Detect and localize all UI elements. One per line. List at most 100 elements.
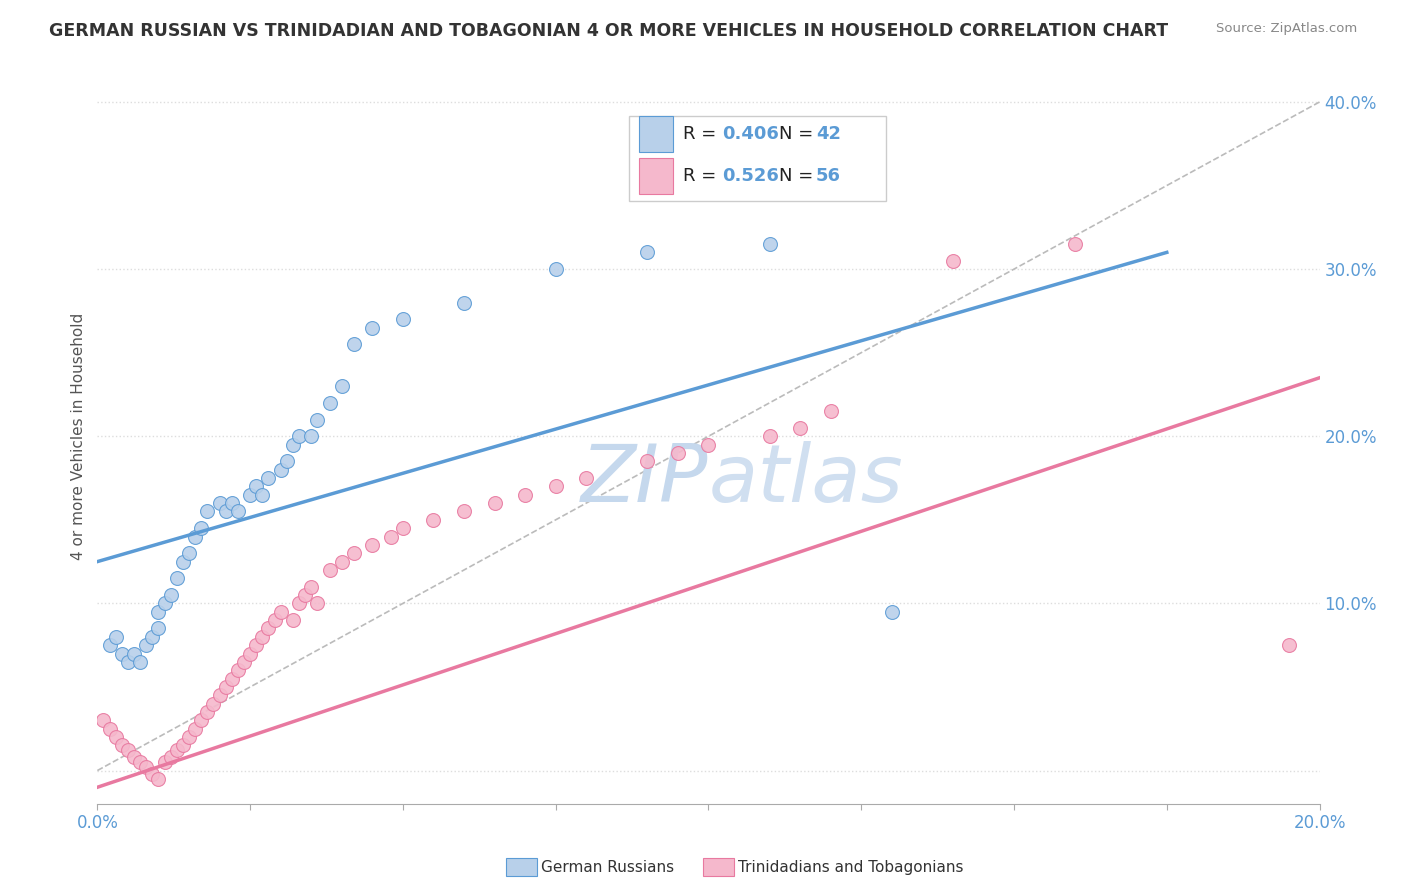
Point bbox=[177, 546, 200, 560]
Point bbox=[215, 680, 238, 694]
Point bbox=[221, 496, 243, 510]
Point bbox=[195, 705, 218, 719]
Point bbox=[343, 546, 366, 560]
Point bbox=[252, 630, 274, 644]
Point bbox=[159, 588, 181, 602]
Point bbox=[318, 563, 340, 577]
Point bbox=[257, 622, 280, 636]
Point bbox=[820, 404, 842, 418]
Point bbox=[544, 262, 567, 277]
Point bbox=[172, 739, 194, 753]
Point bbox=[299, 580, 322, 594]
Point bbox=[239, 488, 262, 502]
Point bbox=[190, 521, 212, 535]
Point bbox=[392, 312, 415, 326]
Point bbox=[880, 605, 903, 619]
Point bbox=[276, 454, 298, 468]
Point bbox=[299, 429, 322, 443]
Point bbox=[184, 530, 207, 544]
Point bbox=[513, 488, 536, 502]
Point bbox=[129, 655, 152, 669]
Point bbox=[104, 630, 127, 644]
Point bbox=[245, 479, 267, 493]
Point bbox=[202, 697, 225, 711]
Point bbox=[392, 521, 415, 535]
Point bbox=[177, 730, 200, 744]
Point bbox=[141, 767, 163, 781]
Point bbox=[190, 714, 212, 728]
Point bbox=[195, 504, 218, 518]
Point bbox=[453, 295, 475, 310]
Point bbox=[307, 596, 329, 610]
Point bbox=[263, 613, 285, 627]
Point bbox=[758, 429, 780, 443]
Point bbox=[294, 588, 316, 602]
Point bbox=[697, 437, 720, 451]
Point bbox=[122, 750, 145, 764]
Point bbox=[166, 571, 188, 585]
Point bbox=[318, 396, 340, 410]
Text: 0.406: 0.406 bbox=[721, 125, 779, 143]
Y-axis label: 4 or more Vehicles in Household: 4 or more Vehicles in Household bbox=[72, 312, 86, 560]
Point bbox=[281, 613, 304, 627]
Point bbox=[575, 471, 598, 485]
Point bbox=[98, 722, 121, 736]
Point bbox=[221, 672, 243, 686]
Point bbox=[122, 647, 145, 661]
Point bbox=[257, 471, 280, 485]
Point bbox=[307, 412, 329, 426]
Point bbox=[484, 496, 506, 510]
Point bbox=[226, 504, 249, 518]
FancyBboxPatch shape bbox=[628, 116, 886, 201]
Text: R =: R = bbox=[683, 167, 721, 185]
Point bbox=[245, 638, 267, 652]
Point bbox=[135, 638, 157, 652]
Point bbox=[141, 630, 163, 644]
Text: N =: N = bbox=[779, 167, 820, 185]
Point bbox=[184, 722, 207, 736]
Point bbox=[789, 421, 811, 435]
Point bbox=[153, 596, 176, 610]
Point bbox=[117, 655, 139, 669]
Point bbox=[226, 663, 249, 677]
Point bbox=[942, 253, 965, 268]
Text: German Russians: German Russians bbox=[541, 860, 675, 874]
Point bbox=[636, 245, 658, 260]
Point bbox=[361, 538, 384, 552]
Point bbox=[117, 743, 139, 757]
Point bbox=[288, 429, 311, 443]
Text: R =: R = bbox=[683, 125, 721, 143]
Point bbox=[361, 320, 384, 334]
Point bbox=[544, 479, 567, 493]
Point bbox=[453, 504, 475, 518]
Point bbox=[288, 596, 311, 610]
Point bbox=[135, 760, 157, 774]
Point bbox=[93, 714, 115, 728]
Point bbox=[215, 504, 238, 518]
Point bbox=[758, 237, 780, 252]
Point bbox=[422, 513, 444, 527]
Point bbox=[111, 647, 134, 661]
Text: ZIP: ZIP bbox=[581, 442, 709, 519]
Text: 42: 42 bbox=[815, 125, 841, 143]
Point bbox=[281, 437, 304, 451]
Point bbox=[148, 605, 170, 619]
Point bbox=[1278, 638, 1301, 652]
Point bbox=[208, 496, 231, 510]
Point bbox=[98, 638, 121, 652]
FancyBboxPatch shape bbox=[638, 158, 673, 194]
Point bbox=[270, 463, 292, 477]
Point bbox=[343, 337, 366, 351]
Point bbox=[270, 605, 292, 619]
Point bbox=[1064, 237, 1087, 252]
Point bbox=[666, 446, 689, 460]
Text: Trinidadians and Tobagonians: Trinidadians and Tobagonians bbox=[738, 860, 963, 874]
Point bbox=[148, 622, 170, 636]
Point bbox=[104, 730, 127, 744]
Point bbox=[252, 488, 274, 502]
Text: N =: N = bbox=[779, 125, 820, 143]
Point bbox=[233, 655, 256, 669]
Point bbox=[330, 555, 353, 569]
Point bbox=[380, 530, 402, 544]
Point bbox=[153, 755, 176, 769]
